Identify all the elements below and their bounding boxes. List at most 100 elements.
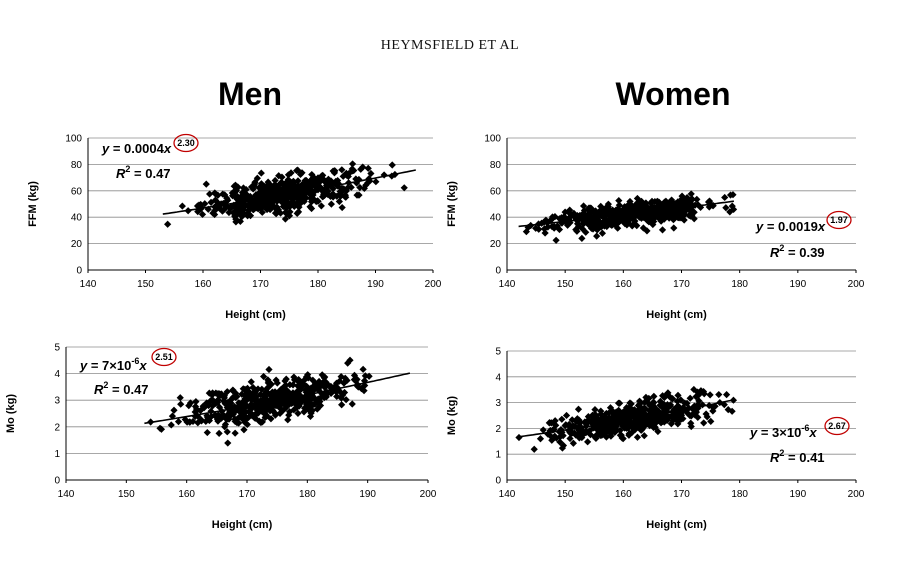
data-point (552, 236, 560, 244)
data-point (654, 427, 662, 436)
data-point (227, 402, 235, 411)
data-point (302, 194, 310, 202)
data-point (658, 403, 667, 412)
x-tick-label: 150 (557, 489, 574, 500)
data-point (254, 385, 262, 393)
data-point (233, 195, 241, 203)
data-point (311, 399, 319, 408)
data-point (548, 215, 556, 223)
data-point (612, 419, 620, 427)
data-point (692, 393, 700, 401)
data-point (622, 218, 630, 226)
data-point (308, 170, 316, 179)
data-point (174, 418, 183, 426)
data-point (198, 210, 207, 219)
data-point (330, 167, 339, 175)
exponent-highlight (151, 347, 177, 367)
data-point (667, 420, 675, 428)
data-point (295, 196, 303, 204)
data-point (170, 406, 178, 414)
data-point (229, 393, 237, 402)
x-tick-label: 190 (789, 279, 806, 290)
y-tick-label: 60 (71, 186, 83, 197)
data-point (686, 394, 694, 402)
data-point (263, 401, 271, 410)
data-point (690, 215, 698, 223)
data-point (674, 402, 682, 410)
data-point (365, 372, 373, 380)
data-point (335, 197, 343, 206)
data-point (698, 401, 707, 409)
data-point (326, 192, 335, 201)
data-point (273, 203, 281, 211)
y-tick-label: 0 (495, 266, 501, 277)
data-point (208, 395, 216, 404)
data-point (262, 195, 270, 204)
x-tick-label: 140 (80, 279, 97, 290)
x-axis-title: Height (cm) (646, 519, 707, 531)
data-point (607, 429, 615, 438)
data-point (314, 181, 322, 189)
data-point (213, 398, 222, 407)
data-point (263, 192, 271, 201)
data-point (728, 407, 736, 415)
data-point (622, 405, 630, 414)
data-point (271, 185, 279, 193)
data-point (687, 422, 695, 431)
data-point (557, 426, 565, 434)
data-point (332, 379, 341, 387)
data-point (220, 392, 229, 400)
data-point (301, 176, 309, 185)
data-point (627, 207, 635, 215)
x-tick-label: 200 (420, 489, 437, 500)
data-point (219, 412, 227, 420)
data-point (603, 206, 611, 214)
data-point (282, 375, 290, 383)
data-point (616, 431, 624, 439)
data-point (300, 184, 308, 192)
data-point (176, 394, 184, 402)
data-point (597, 223, 605, 231)
data-point (306, 399, 315, 407)
fit-equation: y = 7×10-6x (79, 356, 147, 373)
y-tick-label: 1 (54, 449, 60, 460)
data-point (215, 429, 223, 437)
data-point (286, 408, 294, 416)
data-point (252, 396, 260, 404)
y-tick-label: 2 (54, 422, 60, 433)
data-point (624, 424, 632, 432)
data-point (289, 186, 297, 194)
data-point (327, 177, 335, 185)
data-point (586, 204, 595, 212)
data-point (647, 199, 655, 207)
data-point (302, 400, 311, 408)
data-point (338, 401, 346, 409)
data-point (205, 401, 213, 410)
y-axis-title: FFM (kg) (446, 181, 458, 227)
data-point (694, 201, 702, 209)
data-point (722, 204, 730, 212)
exponent-highlight (826, 210, 852, 230)
data-point (314, 197, 322, 205)
data-point (535, 225, 543, 233)
data-point (255, 193, 263, 202)
data-point (260, 372, 268, 381)
data-point (241, 391, 249, 399)
data-point (293, 397, 301, 406)
data-point (613, 408, 621, 416)
data-point (201, 200, 209, 208)
data-point (306, 412, 315, 420)
x-tick-label: 160 (195, 279, 212, 290)
data-point (626, 197, 634, 206)
data-point (228, 189, 236, 197)
x-tick-label: 140 (499, 279, 516, 290)
data-point (546, 432, 554, 440)
data-point (186, 399, 195, 407)
data-point (592, 434, 600, 442)
data-point (650, 217, 658, 226)
data-point (574, 405, 583, 413)
r-squared: R2 = 0.39 (770, 243, 825, 260)
data-point (255, 407, 264, 415)
data-point (298, 180, 306, 189)
data-point (272, 195, 280, 204)
